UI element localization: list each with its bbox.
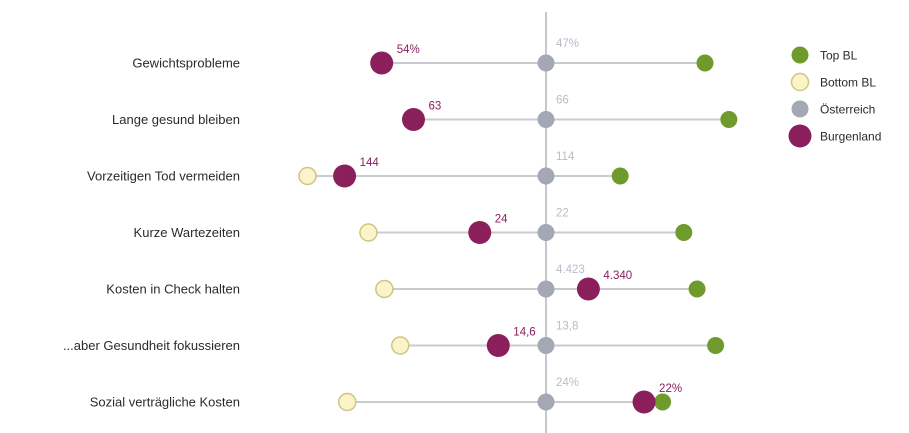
category-label: Kosten in Check halten (106, 282, 240, 297)
burgenland-value-label: 22% (659, 383, 682, 395)
bottom-bl-point (375, 279, 394, 299)
burgenland-point (576, 277, 600, 301)
legend-label: Österreich (820, 103, 875, 117)
legend-label: Burgenland (820, 130, 881, 144)
legend-oesterreich-marker (791, 100, 809, 118)
chart-rows: Gewichtsprobleme 47% 54% Lange gesund bleib… (63, 38, 738, 414)
legend: Top BL Bottom BL Österreich Burgenland (788, 46, 881, 148)
top-bl-point (675, 224, 693, 241)
bottom-bl-point (391, 336, 410, 355)
top-bl-point (696, 54, 714, 72)
burgenland-point (402, 108, 425, 131)
category-label: Lange gesund bleiben (112, 112, 240, 127)
legend-item: Top BL (791, 46, 858, 64)
oesterreich-point (537, 393, 555, 411)
legend-top-bl-marker (791, 46, 809, 64)
burgenland-point (632, 390, 656, 414)
oesterreich-value-label: 47% (556, 38, 579, 50)
category-label: Gewichtsprobleme (132, 56, 240, 71)
legend-bottom-bl-marker (790, 72, 810, 92)
burgenland-value-label: 14,6 (513, 327, 535, 339)
oesterreich-point (537, 54, 555, 72)
category-label: Sozial verträgliche Kosten (90, 395, 240, 410)
bottom-bl-point (298, 166, 317, 186)
oesterreich-value-label: 114 (556, 151, 575, 163)
top-bl-point (720, 111, 738, 128)
legend-burgenland-marker (788, 124, 812, 148)
chart-row: Lange gesund bleiben 66 63 (112, 95, 738, 131)
chart-row: Kosten in Check halten 4.423 4.340 (106, 264, 706, 301)
legend-label: Bottom BL (820, 76, 876, 90)
oesterreich-value-label: 4.423 (556, 264, 585, 276)
chart-row: Gewichtsprobleme 47% 54% (132, 38, 714, 75)
burgenland-point (333, 164, 357, 188)
oesterreich-point (537, 167, 555, 185)
burgenland-value-label: 54% (397, 44, 420, 56)
category-label: Vorzeitigen Tod vermeiden (87, 169, 240, 184)
legend-item: Österreich (791, 100, 875, 118)
burgenland-value-label: 144 (360, 157, 380, 169)
top-bl-point (654, 393, 672, 411)
legend-item: Bottom BL (790, 72, 876, 92)
chart-row: Kurze Wartezeiten 22 24 (134, 208, 693, 244)
burgenland-point (468, 221, 492, 244)
burgenland-point (370, 51, 394, 75)
burgenland-point (486, 334, 510, 357)
bottom-bl-point (359, 223, 378, 242)
category-label: Kurze Wartezeiten (134, 225, 240, 240)
top-bl-point (688, 280, 706, 298)
oesterreich-value-label: 22 (556, 208, 569, 220)
legend-item: Burgenland (788, 124, 881, 148)
category-label: ...aber Gesundheit fokussieren (63, 338, 240, 353)
top-bl-point (707, 337, 725, 354)
bottom-bl-point (338, 392, 357, 412)
top-bl-point (611, 167, 629, 185)
oesterreich-point (537, 337, 555, 354)
oesterreich-point (537, 280, 555, 298)
oesterreich-value-label: 13,8 (556, 321, 578, 333)
oesterreich-value-label: 24% (556, 377, 579, 389)
oesterreich-value-label: 66 (556, 95, 569, 107)
chart-row: Vorzeitigen Tod vermeiden 114 144 (87, 151, 629, 188)
oesterreich-point (537, 111, 555, 128)
chart-row: ...aber Gesundheit fokussieren 13,8 14,6 (63, 321, 725, 357)
burgenland-value-label: 63 (429, 101, 442, 113)
oesterreich-point (537, 224, 555, 241)
burgenland-value-label: 4.340 (603, 270, 632, 282)
burgenland-value-label: 24 (495, 214, 508, 226)
chart-row: Sozial verträgliche Kosten 24% 22% (90, 377, 682, 414)
legend-label: Top BL (820, 49, 858, 63)
